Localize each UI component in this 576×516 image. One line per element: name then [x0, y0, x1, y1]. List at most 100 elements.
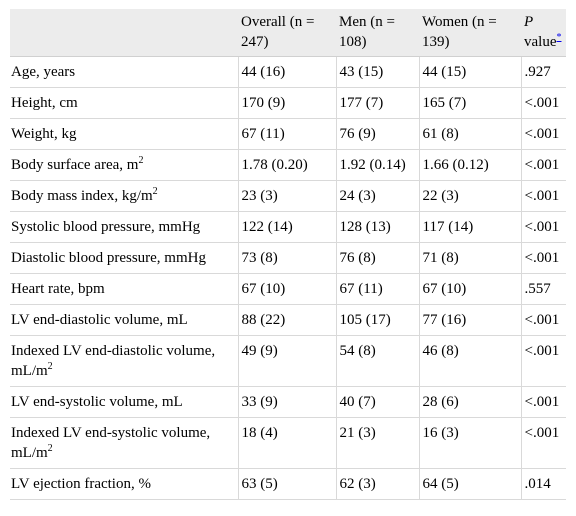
cell-men: 62 (3)	[336, 468, 420, 500]
cell-variable: Weight, kg	[10, 118, 239, 150]
cell-p-value: <.001	[521, 149, 566, 181]
cell-women: 44 (15)	[419, 56, 522, 88]
unit-superscript: 2	[47, 443, 53, 454]
cell-women: 61 (8)	[419, 118, 522, 150]
cell-p-value: <.001	[521, 211, 566, 243]
cell-variable: Body mass index, kg/m2	[10, 180, 239, 212]
cell-variable-text: Heart rate, bpm	[11, 281, 105, 297]
table-row: LV ejection fraction, % 63 (5) 62 (3) 64 (5…	[10, 468, 566, 500]
cell-men-text: 1.92 (0.14)	[339, 157, 406, 173]
cell-overall: 63 (5)	[238, 468, 337, 500]
cell-women: 46 (8)	[419, 335, 522, 387]
cell-variable: Indexed LV end-diastolic volume, mL/m2	[10, 335, 239, 387]
unit-superscript: 2	[47, 361, 53, 372]
cell-women: 77 (16)	[419, 304, 522, 336]
cell-variable-text: Body mass index, kg/m	[11, 188, 153, 204]
table-row: Indexed LV end-diastolic volume, mL/m2 49…	[10, 335, 566, 387]
cell-p-value: .927	[521, 56, 566, 88]
table-row: Indexed LV end-systolic volume, mL/m2 18 …	[10, 417, 566, 469]
cell-women: 22 (3)	[419, 180, 522, 212]
cell-p-value-text: <.001	[524, 126, 560, 142]
cell-p-value: <.001	[521, 304, 566, 336]
cell-men-text: 24 (3)	[339, 188, 376, 204]
cell-p-value-text: <.001	[524, 250, 560, 266]
cell-variable-text: LV ejection fraction, %	[11, 476, 151, 492]
table-header: Overall (n = 247) Men (n = 108) Women (n…	[10, 9, 566, 57]
cell-overall-text: 18 (4)	[241, 425, 278, 441]
cell-p-value: <.001	[521, 417, 566, 469]
cell-overall-text: 88 (22)	[241, 312, 286, 328]
cell-variable: LV ejection fraction, %	[10, 468, 239, 500]
cell-men: 24 (3)	[336, 180, 420, 212]
header-women: Women (n = 139)	[419, 9, 521, 57]
cell-women: 16 (3)	[419, 417, 522, 469]
cell-overall: 67 (10)	[238, 273, 337, 305]
table-row: Weight, kg 67 (11) 76 (9) 61 (8) <.001	[10, 118, 566, 150]
cell-variable-text: Weight, kg	[11, 126, 77, 142]
cell-overall: 67 (11)	[238, 118, 337, 150]
cell-men-text: 43 (15)	[339, 64, 384, 80]
unit-superscript: 2	[138, 155, 144, 166]
cell-p-value-text: .014	[524, 476, 551, 492]
cell-women-text: 117 (14)	[422, 219, 474, 235]
cell-p-value-text: <.001	[524, 157, 560, 173]
cell-variable: LV end-diastolic volume, mL	[10, 304, 239, 336]
cell-women: 64 (5)	[419, 468, 522, 500]
cell-women: 165 (7)	[419, 87, 522, 119]
cell-men: 67 (11)	[336, 273, 420, 305]
cell-men-text: 40 (7)	[339, 394, 376, 410]
table-row: Age, years 44 (16) 43 (15) 44 (15) .927	[10, 56, 566, 88]
cell-p-value-text: <.001	[524, 188, 560, 204]
cell-variable-text: Indexed LV end-systolic volume, mL/m	[11, 425, 211, 461]
cell-overall: 44 (16)	[238, 56, 337, 88]
header-row: Overall (n = 247) Men (n = 108) Women (n…	[10, 9, 566, 57]
cell-men: 76 (8)	[336, 242, 420, 274]
table-row: LV end-systolic volume, mL 33 (9) 40 (7) 28…	[10, 386, 566, 418]
cell-women-text: 165 (7)	[422, 95, 467, 111]
header-overall: Overall (n = 247)	[238, 9, 336, 57]
cell-variable: Systolic blood pressure, mmHg	[10, 211, 239, 243]
cell-p-value: <.001	[521, 386, 566, 418]
cell-women-text: 16 (3)	[422, 425, 459, 441]
cell-variable: Indexed LV end-systolic volume, mL/m2	[10, 417, 239, 469]
cell-variable-text: Systolic blood pressure, mmHg	[11, 219, 201, 235]
cell-women-text: 28 (6)	[422, 394, 459, 410]
cell-p-value-text: <.001	[524, 343, 560, 359]
cell-women: 67 (10)	[419, 273, 522, 305]
cell-men-text: 54 (8)	[339, 343, 376, 359]
cell-women-text: 77 (16)	[422, 312, 467, 328]
header-men: Men (n = 108)	[336, 9, 419, 57]
cell-men: 43 (15)	[336, 56, 420, 88]
cell-overall: 49 (9)	[238, 335, 337, 387]
cell-variable-text: Diastolic blood pressure, mmHg	[11, 250, 206, 266]
cell-overall-text: 122 (14)	[241, 219, 293, 235]
cell-variable-text: Indexed LV end-diastolic volume, mL/m	[11, 343, 216, 379]
cell-men-text: 105 (17)	[339, 312, 391, 328]
cell-variable-text: Body surface area, m	[11, 157, 139, 173]
cell-men-text: 62 (3)	[339, 476, 376, 492]
cell-overall-text: 170 (9)	[241, 95, 286, 111]
cell-variable: Diastolic blood pressure, mmHg	[10, 242, 239, 274]
cell-p-value-text: .927	[524, 64, 551, 80]
cell-women-text: 44 (15)	[422, 64, 467, 80]
cell-p-value: <.001	[521, 242, 566, 274]
unit-superscript: 2	[152, 186, 158, 197]
cell-overall-text: 1.78 (0.20)	[241, 157, 308, 173]
cell-women-text: 61 (8)	[422, 126, 459, 142]
cell-men-text: 67 (11)	[339, 281, 383, 297]
cell-women-text: 22 (3)	[422, 188, 459, 204]
cell-women: 1.66 (0.12)	[419, 149, 522, 181]
table-row: Body mass index, kg/m2 23 (3) 24 (3) 22 (3)…	[10, 180, 566, 212]
cell-p-value-text: <.001	[524, 394, 560, 410]
cell-men-text: 177 (7)	[339, 95, 384, 111]
footnote-link[interactable]: *	[556, 32, 562, 43]
cell-men: 54 (8)	[336, 335, 420, 387]
cell-overall-text: 73 (8)	[241, 250, 278, 266]
cell-overall-text: 49 (9)	[241, 343, 278, 359]
cell-overall-text: 67 (11)	[241, 126, 285, 142]
table-row: Height, cm 170 (9) 177 (7) 165 (7) <.001	[10, 87, 566, 119]
table-row: Heart rate, bpm 67 (10) 67 (11) 67 (10) .557	[10, 273, 566, 305]
cell-women-text: 1.66 (0.12)	[422, 157, 489, 173]
cell-women-text: 46 (8)	[422, 343, 459, 359]
cell-variable-text: LV end-systolic volume, mL	[11, 394, 183, 410]
